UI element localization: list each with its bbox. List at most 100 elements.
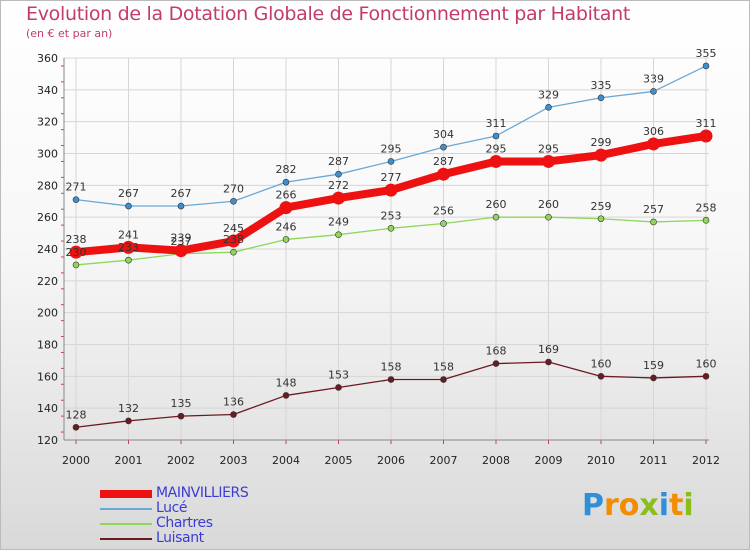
data-label-luisant: 158 [381,361,402,374]
legend-label: Lucé [156,500,188,516]
legend-swatch [100,490,152,498]
point-chartres [335,231,342,238]
x-tick-label: 2012 [692,454,720,467]
data-label-luce-: 282 [276,163,297,176]
data-label-luisant: 159 [643,359,664,372]
point-luisant [545,358,552,366]
point-chartres [650,218,657,226]
data-label-mainvilliers: 272 [328,179,349,192]
data-label-mainvilliers: 241 [118,228,139,241]
point-luisant [492,360,500,367]
x-tick-label: 2000 [62,454,90,467]
data-label-chartres: 256 [433,205,454,218]
point-chartres [702,217,710,224]
point-mainvilliers [174,244,188,258]
data-label-chartres: 233 [118,241,139,254]
point-chartres [492,213,500,221]
data-label-mainvilliers: 287 [433,155,454,168]
point-mainvilliers [489,154,503,168]
x-tick-label: 2006 [377,454,405,467]
y-tick-label: 200 [37,307,58,320]
point-luisant [72,423,80,431]
data-label-luisant: 153 [328,368,349,381]
x-tick-label: 2009 [535,454,563,467]
point-luce- [492,132,500,140]
logo-letter: o [618,488,640,523]
y-tick-label: 340 [37,84,58,97]
logo-letter: x [639,488,659,523]
point-luce- [440,143,447,151]
chart-subtitle: (en € et par an) [26,27,113,40]
point-chartres [597,215,605,223]
x-tick-label: 2008 [482,454,510,467]
logo-letter: r [604,488,619,523]
point-chartres [282,236,290,243]
data-label-chartres: 253 [381,209,402,222]
data-label-chartres: 258 [696,201,717,214]
logo-letter: i [658,488,670,523]
y-tick-label: 260 [37,211,58,224]
data-label-luisant: 148 [276,376,297,389]
y-tick-label: 220 [37,275,58,288]
x-tick-label: 2001 [115,454,143,467]
x-tick-label: 2010 [587,454,615,467]
data-label-chartres: 260 [486,198,507,211]
data-label-mainvilliers: 306 [643,125,664,138]
point-luisant [282,392,290,399]
legend-label: Chartres [156,515,213,531]
y-tick-label: 300 [37,148,58,161]
data-label-mainvilliers: 239 [171,232,192,245]
point-luce- [650,88,657,95]
x-tick-label: 2007 [430,454,458,467]
point-luce- [72,196,80,203]
legend-label: MAINVILLIERS [156,485,249,501]
point-mainvilliers [69,245,83,259]
x-tick-label: 2011 [640,454,668,467]
point-chartres [440,220,447,227]
point-mainvilliers [594,148,608,162]
x-tick-label: 2005 [325,454,353,467]
data-label-luisant: 168 [486,345,507,358]
data-label-mainvilliers: 311 [696,117,717,130]
point-luce- [702,62,710,70]
data-label-luce-: 335 [591,79,612,92]
point-luce- [177,202,185,210]
data-labels: 230 233 237 238 246 249 253 256 260 260 259 257 258 2… [66,47,717,421]
point-mainvilliers [227,234,240,248]
legend-swatch [100,508,152,510]
data-label-luce-: 271 [66,181,87,194]
data-label-chartres: 249 [328,216,349,229]
point-luisant [177,412,185,420]
data-label-mainvilliers: 295 [486,142,507,155]
data-label-luce-: 311 [486,117,507,130]
point-mainvilliers [279,201,293,215]
y-tick-label: 180 [37,339,58,352]
legend-label: Luisant [156,530,204,546]
point-chartres [72,261,80,269]
series-group [69,62,713,431]
point-mainvilliers [699,129,713,143]
point-luisant [650,374,657,382]
data-label-luisant: 136 [223,396,244,409]
data-label-chartres: 238 [223,233,244,246]
data-label-chartres: 246 [276,220,297,233]
point-luisant [125,417,132,425]
data-label-chartres: 260 [538,198,559,211]
point-luisant [702,373,710,380]
data-label-mainvilliers: 277 [381,171,402,184]
point-luisant [387,376,395,383]
point-chartres [545,213,552,221]
data-label-mainvilliers: 295 [538,142,559,155]
logo-letter: P [582,488,604,523]
data-label-luisant: 135 [171,397,192,410]
legend-swatch [100,523,152,525]
point-luce- [125,202,132,210]
y-tick-label: 240 [37,243,58,256]
x-tick-label: 2002 [167,454,195,467]
axes: 120 140 160 180 200 220 240 260 280 300 320 340 360 2… [37,52,720,467]
point-mainvilliers [647,137,660,151]
data-label-luisant: 169 [538,343,559,356]
data-label-luce-: 295 [381,142,402,155]
y-tick-label: 140 [37,402,58,415]
